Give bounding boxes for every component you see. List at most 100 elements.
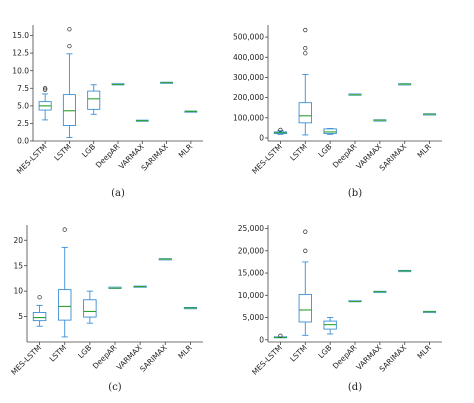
y-tick-label: 25,000 xyxy=(238,224,264,233)
y-tick-label: 5.0 xyxy=(17,101,29,110)
x-tick-label: MLR xyxy=(177,142,195,160)
iqr-box xyxy=(323,128,337,134)
y-tick-label: 100,000 xyxy=(233,113,264,122)
box-mlr xyxy=(423,113,437,116)
y-tick-label: 0 xyxy=(259,134,264,143)
iqr-box xyxy=(87,90,101,110)
y-tick-label: 20 xyxy=(13,236,23,245)
x-tick-label: MLR xyxy=(176,343,194,361)
outlier-point xyxy=(42,87,48,92)
y-tick-label: 300,000 xyxy=(233,73,264,82)
x-tick-label: SARIMAX xyxy=(378,343,409,374)
box-varmax xyxy=(133,285,147,288)
panel-label: (c) xyxy=(108,382,122,393)
x-tick-label: LGB xyxy=(316,343,333,360)
outlier-point xyxy=(303,248,308,253)
outlier-point xyxy=(67,43,72,49)
box-mes-lstm xyxy=(38,86,52,121)
outlier-point xyxy=(67,27,72,32)
y-tick-label: 400,000 xyxy=(233,53,264,62)
x-tick-label: MES-LSTM xyxy=(250,142,284,176)
box-deepar xyxy=(348,93,362,96)
iqr-box xyxy=(32,312,47,322)
chart-panel-4: 0 5,000 10,000 15,000 20,000 25,000 MES-LSTM LS… xyxy=(238,224,442,393)
y-tick-label: 5 xyxy=(18,312,23,321)
x-tick-label: MLR xyxy=(415,142,433,160)
box-lstm xyxy=(298,27,312,136)
iqr-box xyxy=(57,289,72,321)
panel-label: (a) xyxy=(111,188,125,199)
box-deepar xyxy=(348,299,362,303)
box-lgb xyxy=(323,128,337,135)
box-lstm xyxy=(62,27,76,138)
chart-panel-2: 0 100,000 200,000 300,000 400,000 500,000 MES-… xyxy=(233,25,442,199)
box-sarimax xyxy=(398,83,412,86)
box-lstm xyxy=(57,227,72,338)
box-varmax xyxy=(135,119,149,122)
x-tick-label: LSTM xyxy=(288,142,309,163)
y-tick-label: 500,000 xyxy=(233,33,264,42)
x-tick-label: MES-LSTM xyxy=(250,343,284,377)
x-tick-label: LSTM xyxy=(288,343,309,364)
box-sarimax xyxy=(160,81,173,84)
y-tick-label: 2.5 xyxy=(17,119,29,128)
y-tick-label: 12.5 xyxy=(12,49,29,58)
x-tick-label: LSTM xyxy=(52,142,73,163)
y-tick-label: 10,000 xyxy=(238,291,264,300)
x-tick-label: LGB xyxy=(80,142,97,159)
x-tick-label: MES-LSTM xyxy=(15,142,49,176)
x-tick-label: SARIMAX xyxy=(138,343,169,374)
outlier-point xyxy=(42,86,48,91)
box-deepar xyxy=(111,83,125,86)
iqr-box xyxy=(62,94,76,126)
outlier-point xyxy=(303,46,308,51)
outlier-point xyxy=(278,333,283,338)
box-lgb xyxy=(323,317,337,335)
y-tick-label: 7.5 xyxy=(17,84,29,93)
panel-label: (d) xyxy=(348,382,362,393)
box-mlr xyxy=(423,310,437,314)
box-lstm xyxy=(298,229,312,336)
box-mes-lstm xyxy=(32,295,47,327)
x-tick-label: SARIMAX xyxy=(139,142,170,173)
box-mlr xyxy=(184,110,198,113)
outlier-point xyxy=(62,227,67,232)
y-tick-label: 0.0 xyxy=(17,137,29,146)
x-tick-label: LSTM xyxy=(48,343,69,364)
y-tick-label: 20,000 xyxy=(238,246,264,255)
outlier-point xyxy=(303,51,308,56)
box-sarimax xyxy=(398,269,412,273)
outlier-point xyxy=(278,127,283,133)
outlier-point xyxy=(303,229,308,234)
box-sarimax xyxy=(158,258,172,261)
box-lgb xyxy=(83,290,97,324)
y-tick-label: 15,000 xyxy=(238,269,264,278)
panel-label: (b) xyxy=(348,188,362,199)
x-tick-label: LGB xyxy=(316,142,333,159)
y-tick-label: 15.0 xyxy=(12,31,29,40)
iqr-box xyxy=(298,102,312,124)
y-tick-label: 200,000 xyxy=(233,93,264,102)
box-varmax xyxy=(373,119,387,122)
x-tick-label: DeepAR xyxy=(91,343,119,371)
y-tick-label: 10 xyxy=(13,287,23,296)
x-tick-label: LGB xyxy=(76,343,93,360)
iqr-box xyxy=(298,293,312,323)
box-lgb xyxy=(87,84,101,115)
y-tick-label: 15 xyxy=(13,261,23,270)
x-tick-label: MES-LSTM xyxy=(9,343,43,377)
iqr-box xyxy=(83,299,97,318)
x-tick-label: MLR xyxy=(415,343,433,361)
box-mes-lstm xyxy=(273,333,287,339)
y-tick-label: 10.0 xyxy=(12,66,29,75)
y-tick-label: 5,000 xyxy=(243,313,265,322)
outlier-point xyxy=(303,27,308,33)
x-tick-label: SARIMAX xyxy=(378,142,409,173)
box-mlr xyxy=(183,307,198,310)
box-varmax xyxy=(373,290,387,294)
box-deepar xyxy=(108,286,122,289)
box-mes-lstm xyxy=(273,127,288,135)
